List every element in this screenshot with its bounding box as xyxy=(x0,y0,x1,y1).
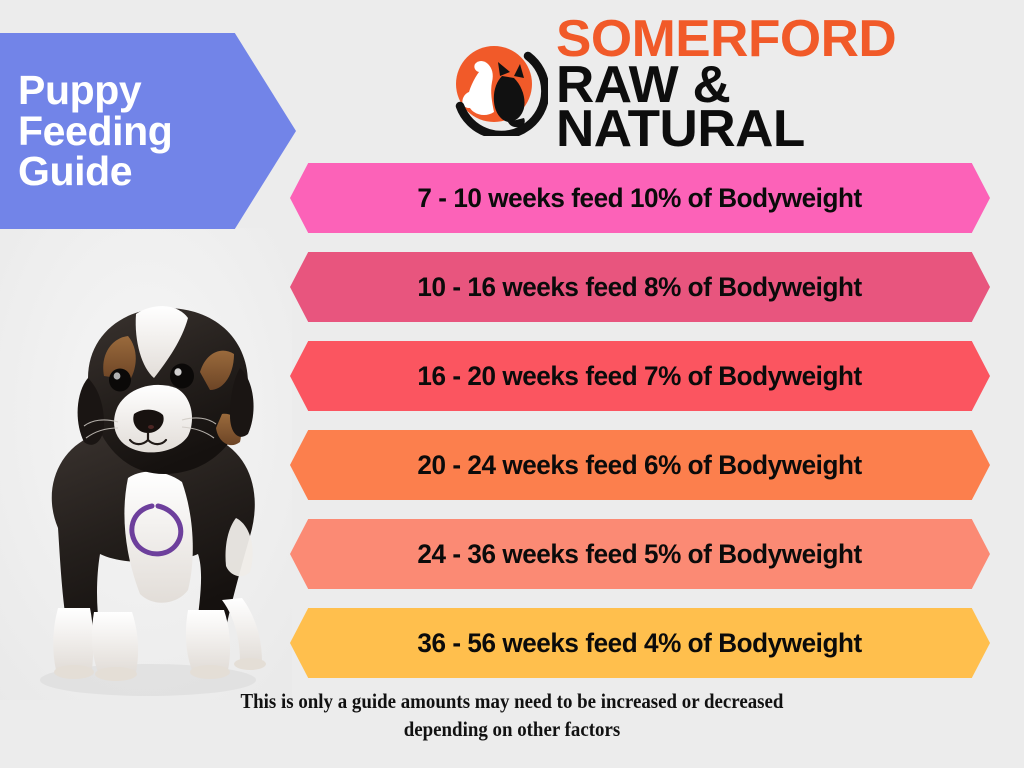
feeding-row: 36 - 56 weeks feed 4% of Bodyweight xyxy=(290,608,990,678)
feeding-row: 7 - 10 weeks feed 10% of Bodyweight xyxy=(290,163,990,233)
feeding-row: 10 - 16 weeks feed 8% of Bodyweight xyxy=(290,252,990,322)
feeding-row: 24 - 36 weeks feed 5% of Bodyweight xyxy=(290,519,990,589)
feeding-row-label: 20 - 24 weeks feed 6% of Bodyweight xyxy=(417,449,863,480)
somerford-dog-cat-logo-icon xyxy=(444,32,548,136)
title-line-2: Feeding xyxy=(18,107,173,154)
disclaimer-line-1: This is only a guide amounts may need to… xyxy=(240,689,784,713)
puppy-photo xyxy=(0,228,292,700)
brand-logo: SOMERFORD RAW & NATURAL xyxy=(444,13,984,155)
feeding-row-label: 16 - 20 weeks feed 7% of Bodyweight xyxy=(417,360,863,391)
title-banner: Puppy Feeding Guide xyxy=(0,33,296,229)
feeding-row-label: 7 - 10 weeks feed 10% of Bodyweight xyxy=(417,182,863,213)
feeding-row: 20 - 24 weeks feed 6% of Bodyweight xyxy=(290,430,990,500)
disclaimer-text: This is only a guide amounts may need to… xyxy=(51,688,973,743)
feeding-row: 16 - 20 weeks feed 7% of Bodyweight xyxy=(290,341,990,411)
disclaimer-line-2: depending on other factors xyxy=(403,716,621,741)
title-line-1: Puppy xyxy=(18,67,142,114)
title-line-3: Guide xyxy=(18,148,133,195)
page-title: Puppy Feeding Guide xyxy=(0,70,212,192)
feeding-row-label: 36 - 56 weeks feed 4% of Bodyweight xyxy=(417,627,863,658)
brand-name-primary: SOMERFORD xyxy=(556,9,897,68)
feeding-rows-list: 7 - 10 weeks feed 10% of Bodyweight 10 -… xyxy=(290,163,990,697)
brand-name-secondary: RAW & NATURAL xyxy=(556,55,805,159)
feeding-row-label: 10 - 16 weeks feed 8% of Bodyweight xyxy=(417,271,863,302)
brand-wordmark: SOMERFORD RAW & NATURAL xyxy=(556,13,984,156)
feeding-row-label: 24 - 36 weeks feed 5% of Bodyweight xyxy=(417,538,863,569)
